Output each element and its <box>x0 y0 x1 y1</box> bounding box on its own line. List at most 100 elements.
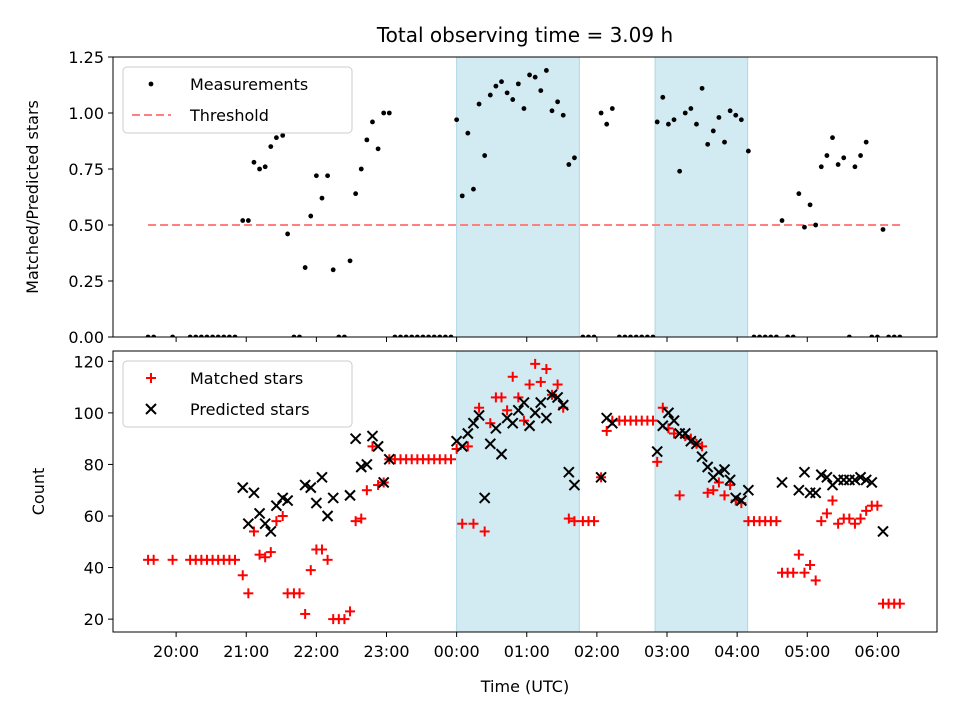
count-legend-box <box>122 360 353 428</box>
predicted-star-point <box>606 417 619 429</box>
matched-star-point <box>844 513 855 524</box>
count-observing-window-2 <box>654 350 749 633</box>
predicted-star-point <box>849 474 861 486</box>
x-tick-label: 00:00 <box>434 642 480 661</box>
predicted-star-point <box>701 461 714 473</box>
matched-star-point <box>507 371 518 382</box>
predicted-star-point <box>724 474 736 486</box>
predicted-star-point <box>259 518 271 530</box>
measurement-point <box>370 119 375 125</box>
predicted-star-point <box>473 409 485 422</box>
measurement-point <box>285 231 291 237</box>
count-y-tick-label: 20 <box>84 610 104 629</box>
measurement-point <box>437 334 443 337</box>
measurement-point <box>644 334 650 337</box>
predicted-star-point <box>383 453 396 465</box>
x-tick-label: 04:00 <box>714 642 760 661</box>
legend-predicted-marker <box>145 403 157 415</box>
measurement-point <box>830 135 835 141</box>
matched-star-point <box>810 575 821 586</box>
measurement-point <box>566 162 572 167</box>
count-marks <box>143 358 905 625</box>
predicted-star-point <box>372 440 384 453</box>
measurement-point <box>555 99 561 105</box>
measurement-point <box>598 110 604 116</box>
measurement-point <box>268 144 274 150</box>
count-y-tick-label: 120 <box>73 352 104 371</box>
ratio-y-tick-label: 0.25 <box>68 272 104 291</box>
predicted-star-point <box>512 404 525 417</box>
predicted-star-point <box>809 487 822 499</box>
predicted-star-point <box>742 484 755 496</box>
measurement-point <box>779 218 785 223</box>
measurement-point <box>221 334 227 337</box>
predicted-star-point <box>854 471 867 484</box>
matched-star-point <box>861 505 872 516</box>
measurement-point <box>515 81 521 87</box>
matched-star-point <box>725 480 736 491</box>
measurement-point <box>319 195 325 201</box>
measurement-point <box>622 334 628 337</box>
predicted-star-point <box>456 440 468 453</box>
measurement-point <box>204 334 210 337</box>
predicted-star-point <box>253 507 266 520</box>
measurement-point <box>273 135 279 141</box>
predicted-star-point <box>344 489 356 502</box>
matched-star-point <box>322 554 333 565</box>
predicted-star-point <box>507 417 519 429</box>
predicted-star-point <box>484 438 496 450</box>
predicted-star-point <box>305 481 317 494</box>
matched-star-point <box>657 402 668 413</box>
matched-star-point <box>589 516 600 527</box>
measurement-point <box>722 139 727 145</box>
predicted-star-point <box>551 391 564 404</box>
measurement-point <box>671 117 677 123</box>
predicted-star-point <box>866 476 878 489</box>
measurement-point <box>572 155 577 161</box>
measurement-point <box>145 334 151 337</box>
measurement-point <box>591 334 597 337</box>
x-tick-label: 23:00 <box>363 642 409 661</box>
measurement-point <box>471 186 476 192</box>
legend-entry-label: Matched stars <box>190 369 303 388</box>
matched-star-point <box>230 554 241 565</box>
matched-star-point <box>708 485 719 496</box>
matched-star-point <box>345 606 356 617</box>
predicted-star-point <box>316 471 328 484</box>
matched-star-point <box>799 567 810 578</box>
ratio-plot-frame <box>112 56 938 338</box>
count-panel: 20 40 60 80 100 120 20:00 21:00 22:00 23:00 00:00 0… <box>29 350 938 661</box>
matched-star-point <box>563 513 574 524</box>
measurement-point <box>580 334 586 337</box>
measurement-point <box>532 74 538 80</box>
predicted-star-point <box>540 412 553 424</box>
predicted-star-point <box>595 471 607 484</box>
measurement-point <box>527 72 532 78</box>
legend-entry-label: Threshold <box>189 106 269 125</box>
measurement-point <box>699 85 705 91</box>
matched-star-point <box>167 554 178 565</box>
measurement-point <box>790 334 796 337</box>
predicted-star-point <box>495 448 508 460</box>
matched-star-point <box>243 588 254 599</box>
matched-star-point <box>457 518 468 529</box>
measurement-point <box>762 334 768 337</box>
predicted-star-point <box>877 525 889 538</box>
measurement-point <box>330 267 336 273</box>
measurement-point <box>297 334 302 337</box>
predicted-star-point <box>713 466 725 478</box>
measurement-point <box>482 153 488 158</box>
measurement-point <box>336 334 342 337</box>
predicted-star-point <box>478 492 491 504</box>
matched-star-point <box>474 402 485 413</box>
matched-star-point <box>446 454 457 465</box>
measurement-point <box>454 117 460 123</box>
measurement-point <box>745 148 751 154</box>
predicted-star-point <box>248 487 260 499</box>
x-axis-label: Time (UTC) <box>480 677 569 696</box>
measurement-point <box>886 334 892 337</box>
measurement-point <box>874 334 880 337</box>
matched-star-point <box>894 598 905 609</box>
predicted-star-point <box>696 450 708 463</box>
ratio-y-tick-label: 0.50 <box>68 216 104 235</box>
